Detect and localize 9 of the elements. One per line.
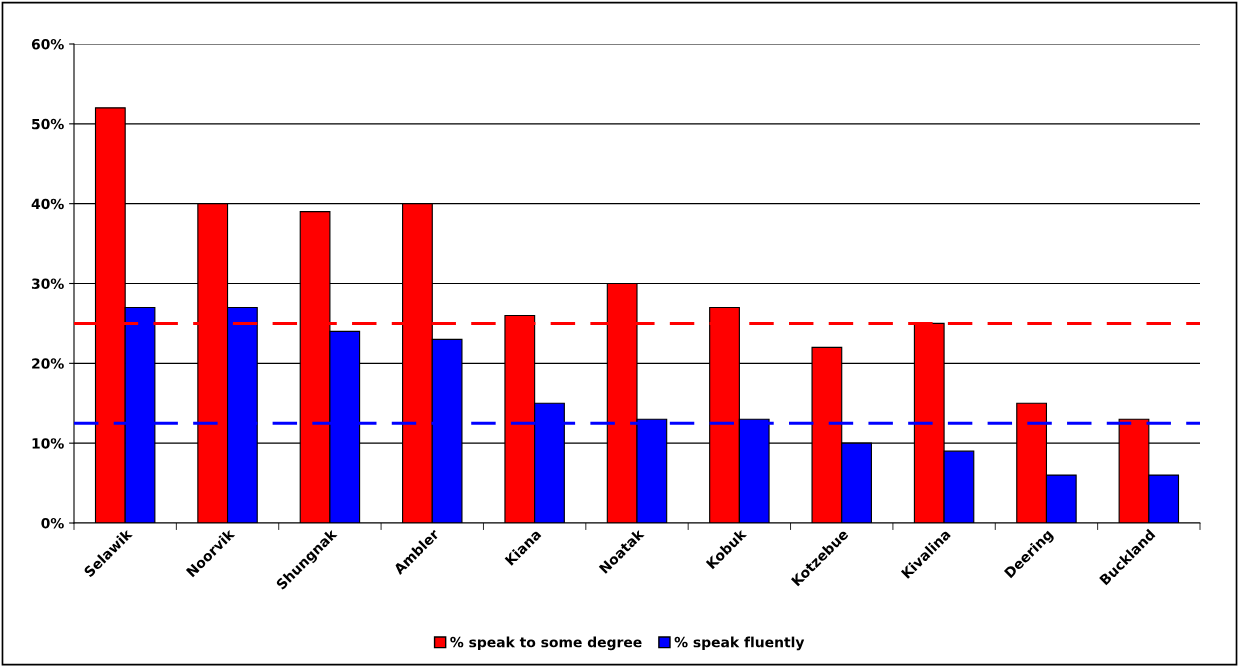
legend-label: % speak to some degree <box>450 636 642 651</box>
y-tick-label: 30% <box>31 278 64 289</box>
y-tick-label: 10% <box>32 438 64 449</box>
y-tick-label: 20% <box>32 358 64 369</box>
y-tick-label: 40% <box>31 198 64 210</box>
y-tick-label: 60% <box>31 38 64 50</box>
y-tick-label: 0% <box>41 517 64 529</box>
y-tick-label: 50% <box>32 118 64 130</box>
legend-label: % speak fluently <box>674 636 805 651</box>
